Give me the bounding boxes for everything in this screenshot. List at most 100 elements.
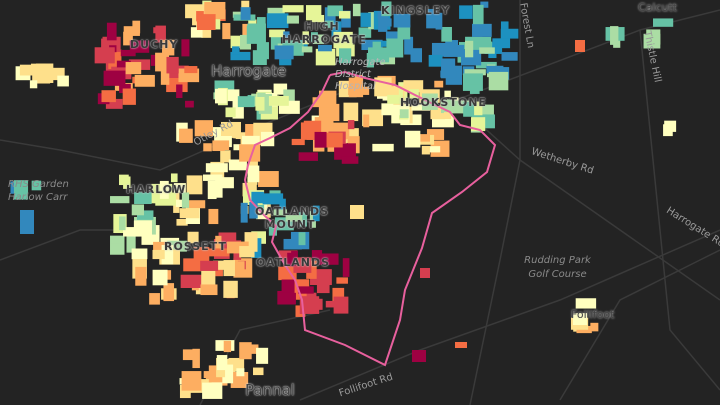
area-block[interactable] — [285, 215, 303, 222]
area-block[interactable] — [252, 50, 267, 66]
area-block[interactable] — [338, 11, 351, 19]
area-block[interactable] — [196, 14, 216, 31]
area-block[interactable] — [253, 367, 264, 376]
area-block[interactable] — [440, 70, 457, 78]
area-block[interactable] — [383, 86, 399, 95]
area-block[interactable] — [268, 226, 277, 236]
area-block[interactable] — [119, 83, 131, 94]
area-block[interactable] — [273, 83, 288, 95]
area-block[interactable] — [306, 260, 317, 279]
area-block[interactable] — [236, 368, 245, 377]
area-block[interactable] — [300, 40, 308, 51]
area-block[interactable] — [397, 24, 411, 40]
area-block[interactable] — [153, 27, 162, 34]
area-block[interactable] — [251, 191, 264, 204]
area-block[interactable] — [270, 32, 281, 50]
area-block[interactable] — [123, 26, 140, 36]
area-block[interactable] — [136, 210, 154, 220]
area-block[interactable] — [134, 192, 152, 205]
area-block[interactable] — [485, 114, 495, 129]
area-block[interactable] — [240, 7, 251, 20]
area-block[interactable] — [190, 27, 203, 38]
area-block[interactable] — [119, 174, 129, 186]
area-block[interactable] — [228, 159, 247, 171]
area-block[interactable] — [268, 95, 289, 106]
area-block[interactable] — [363, 114, 370, 128]
area-block[interactable] — [221, 121, 241, 136]
area-block[interactable] — [57, 75, 69, 87]
area-block[interactable] — [325, 132, 343, 148]
area-block[interactable] — [299, 296, 320, 314]
area-block[interactable] — [239, 144, 261, 162]
area-block[interactable] — [386, 38, 404, 58]
area-block[interactable] — [203, 143, 212, 152]
area-block[interactable] — [213, 13, 221, 30]
area-block[interactable] — [653, 18, 674, 27]
area-block[interactable] — [464, 40, 474, 58]
area-block[interactable] — [279, 55, 292, 66]
area-block[interactable] — [663, 124, 673, 137]
area-block[interactable] — [186, 200, 206, 209]
area-block[interactable] — [287, 252, 296, 266]
area-block[interactable] — [256, 202, 268, 220]
area-block[interactable] — [162, 39, 175, 56]
area-block[interactable] — [310, 32, 318, 42]
area-block[interactable] — [311, 250, 323, 259]
area-block[interactable] — [31, 180, 42, 191]
area-block[interactable] — [129, 40, 150, 53]
area-block[interactable] — [610, 26, 619, 45]
area-block[interactable] — [341, 10, 351, 28]
area-block[interactable] — [235, 261, 245, 270]
area-block[interactable] — [182, 349, 194, 361]
area-block[interactable] — [220, 150, 231, 163]
area-block[interactable] — [301, 46, 313, 53]
area-block[interactable] — [176, 84, 183, 99]
area-block[interactable] — [125, 62, 142, 75]
area-block[interactable] — [298, 212, 307, 227]
area-block[interactable] — [316, 275, 330, 294]
area-block[interactable] — [331, 21, 342, 38]
area-block[interactable] — [101, 90, 116, 103]
area-block[interactable] — [214, 88, 227, 104]
area-block[interactable] — [286, 15, 299, 24]
area-block[interactable] — [381, 103, 402, 116]
area-block[interactable] — [646, 29, 661, 45]
area-block[interactable] — [410, 48, 422, 63]
area-block[interactable] — [239, 246, 255, 258]
area-block[interactable] — [155, 25, 166, 43]
area-block[interactable] — [192, 348, 200, 369]
area-block[interactable] — [333, 31, 353, 49]
area-block[interactable] — [262, 193, 284, 205]
area-block[interactable] — [315, 48, 336, 66]
area-block[interactable] — [303, 120, 322, 133]
area-block[interactable] — [240, 202, 248, 223]
area-block[interactable] — [313, 34, 324, 44]
area-block[interactable] — [374, 53, 390, 63]
area-block[interactable] — [110, 196, 130, 204]
area-block[interactable] — [105, 61, 116, 78]
area-block[interactable] — [575, 298, 597, 309]
area-block[interactable] — [122, 88, 136, 105]
area-block[interactable] — [258, 171, 279, 187]
area-block[interactable] — [480, 1, 489, 8]
area-block[interactable] — [173, 183, 186, 193]
area-block[interactable] — [435, 12, 443, 30]
area-block[interactable] — [19, 64, 41, 76]
area-block[interactable] — [103, 70, 126, 86]
area-block[interactable] — [105, 98, 123, 109]
area-block[interactable] — [239, 342, 252, 360]
area-block[interactable] — [475, 61, 497, 69]
area-block[interactable] — [184, 66, 198, 74]
area-block[interactable] — [110, 236, 125, 244]
area-block[interactable] — [309, 211, 316, 228]
area-block[interactable] — [444, 90, 451, 98]
area-block[interactable] — [207, 180, 217, 200]
area-block[interactable] — [131, 248, 148, 260]
area-block[interactable] — [347, 120, 355, 130]
area-block[interactable] — [325, 20, 334, 28]
area-block[interactable] — [279, 198, 286, 211]
area-block[interactable] — [336, 277, 348, 284]
area-block[interactable] — [472, 101, 483, 116]
area-block[interactable] — [187, 231, 199, 244]
area-block[interactable] — [404, 130, 421, 148]
